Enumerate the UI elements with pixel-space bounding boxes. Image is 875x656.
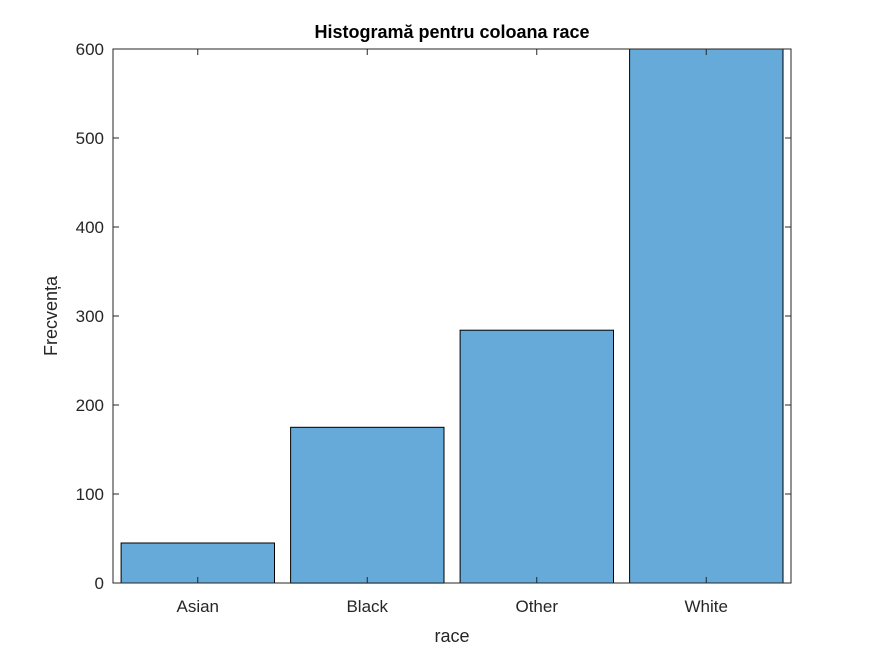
x-tick-label: Other	[515, 597, 558, 616]
y-tick-label: 300	[76, 307, 104, 326]
bar-white	[629, 48, 784, 584]
y-axis-label: Frecvența	[41, 275, 61, 356]
y-axis-ticks: 0 100 200 300 400 500 600	[76, 40, 791, 593]
x-tick-label: Black	[346, 597, 388, 616]
x-tick-label: White	[685, 597, 728, 616]
y-tick-label: 100	[76, 485, 104, 504]
y-tick-label: 400	[76, 218, 104, 237]
y-tick-label: 0	[95, 574, 104, 593]
x-axis-label: race	[434, 626, 469, 646]
bar-other	[459, 329, 614, 584]
x-axis-ticks: Asian Black Other White	[176, 49, 728, 616]
y-tick-label: 200	[76, 396, 104, 415]
chart-title: Histogramă pentru coloana race	[314, 22, 589, 42]
y-tick-label: 600	[76, 40, 104, 59]
x-tick-label: Asian	[176, 597, 219, 616]
plot-frame	[112, 48, 792, 584]
y-tick-label: 500	[76, 129, 104, 148]
bar-black	[290, 426, 445, 584]
